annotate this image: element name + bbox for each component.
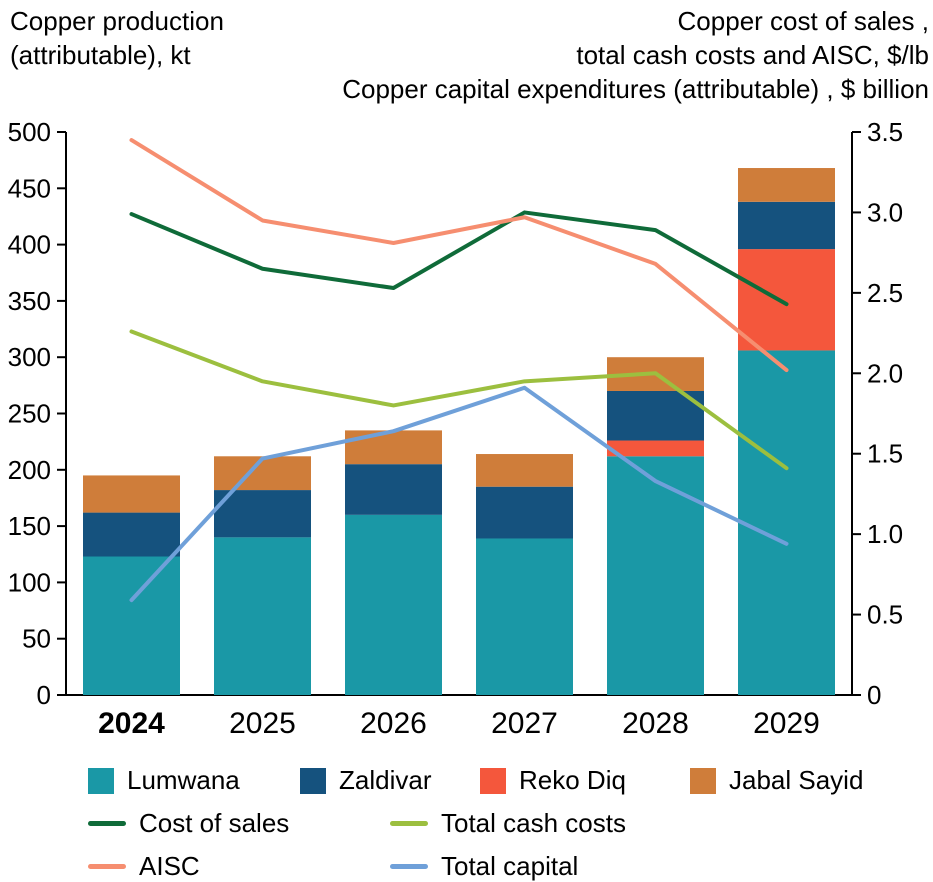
legend-label-total-capital: Total capital: [441, 851, 579, 881]
bar-segment-lumwana-2029: [738, 350, 835, 695]
left-axis-tick-label-250: 250: [8, 399, 51, 429]
left-axis-tick-label-400: 400: [8, 230, 51, 260]
right-axis-tick-label-1.5: 1.5: [867, 439, 903, 469]
bar-segment-zaldivar-2027: [476, 486, 573, 539]
left-axis-title-line1: Copper production: [10, 6, 224, 36]
legend-swatch-lumwana: [88, 767, 114, 794]
x-axis-label-2029: 2029: [753, 707, 820, 740]
left-axis-tick-label-350: 350: [8, 286, 51, 316]
legend-label-jabal-sayid: Jabal Sayid: [729, 765, 864, 795]
legend-label-aisc: AISC: [139, 851, 200, 881]
right-axis-title-line3: Copper capital expenditures (attributabl…: [342, 74, 929, 104]
right-axis-tick-label-0: 0: [867, 680, 881, 710]
legend-label-zaldivar: Zaldivar: [339, 765, 432, 795]
legend-label-cost-of-sales: Cost of sales: [139, 808, 290, 838]
right-axis-tick-label-3.0: 3.0: [867, 197, 903, 227]
bar-segment-reko-diq-2028: [607, 440, 704, 457]
legend-item-zaldivar: Zaldivar: [300, 765, 480, 796]
bar-segment-lumwana-2027: [476, 538, 573, 695]
legend: Lumwana Zaldivar Reko Diq Jabal Sayid Co…: [0, 765, 933, 882]
legend-label-lumwana: Lumwana: [127, 765, 240, 795]
bar-segment-jabal-sayid-2029: [738, 168, 835, 202]
left-axis-title-line2: (attributable), kt: [10, 40, 191, 70]
line-aisc: [129, 138, 789, 373]
bar-segment-zaldivar-2025: [214, 490, 311, 538]
right-axis-title-line2: total cash costs and AISC, $/lb: [576, 40, 929, 70]
bar-segment-zaldivar-2026: [345, 464, 442, 515]
x-axis-label-2028: 2028: [622, 707, 689, 740]
bar-segment-jabal-sayid-2025: [214, 456, 311, 491]
chart-svg: 0 50 100 150 200 250 300 350 400 450 500 0 0.5 1.0 1.5…: [8, 117, 904, 740]
left-axis-tick-label-500: 500: [8, 117, 51, 147]
legend-item-total-cash-costs: Total cash costs: [390, 808, 933, 839]
line-total-cash-costs: [129, 329, 789, 471]
left-axis-tick-label-100: 100: [8, 567, 51, 597]
x-axis-label-2025: 2025: [229, 707, 296, 740]
left-axis-title: Copper production (attributable), kt: [10, 4, 224, 72]
legend-swatch-aisc: [88, 864, 126, 869]
bar-segment-lumwana-2025: [214, 537, 311, 695]
bar-segment-zaldivar-2028: [607, 390, 704, 441]
bar-segment-zaldivar-2024: [83, 512, 180, 557]
legend-row-lines-1: Cost of sales Total cash costs: [88, 808, 933, 839]
legend-item-cost-of-sales: Cost of sales: [88, 808, 390, 839]
right-axis-tick-label-1.0: 1.0: [867, 519, 903, 549]
left-axis-tick-label-300: 300: [8, 342, 51, 372]
left-axis-tick-label-450: 450: [8, 173, 51, 203]
legend-row-lines-2: AISC Total capital: [88, 851, 933, 882]
x-axis-label-2027: 2027: [491, 707, 558, 740]
line-cost-of-sales: [129, 210, 789, 307]
bar-segment-jabal-sayid-2026: [345, 430, 442, 465]
bar-segment-reko-diq-2029: [738, 249, 835, 351]
legend-swatch-zaldivar: [300, 767, 326, 794]
right-axis-tick-label-2.5: 2.5: [867, 278, 903, 308]
bar-segment-lumwana-2024: [83, 556, 180, 695]
legend-item-total-capital: Total capital: [390, 851, 933, 882]
legend-swatch-reko-diq: [480, 767, 506, 794]
right-axis-tick-label-0.5: 0.5: [867, 600, 903, 630]
left-axis-tick-label-0: 0: [37, 680, 51, 710]
line-total-capital: [129, 385, 789, 603]
right-axis-tick-label-2.0: 2.0: [867, 358, 903, 388]
legend-label-reko-diq: Reko Diq: [519, 765, 626, 795]
legend-item-lumwana: Lumwana: [88, 765, 300, 796]
legend-label-total-cash-costs: Total cash costs: [441, 808, 626, 838]
legend-item-aisc: AISC: [88, 851, 390, 882]
x-axis-label-2024: 2024: [98, 707, 165, 740]
legend-item-jabal-sayid: Jabal Sayid: [690, 765, 933, 796]
left-axis-tick-label-50: 50: [22, 624, 51, 654]
legend-swatch-total-capital: [390, 864, 428, 869]
right-axis-title-line1: Copper cost of sales ,: [677, 6, 929, 36]
chart-titles: Copper production (attributable), kt Cop…: [0, 0, 933, 110]
right-axis-title: Copper cost of sales , total cash costs …: [342, 4, 929, 106]
bar-segment-jabal-sayid-2027: [476, 454, 573, 487]
legend-item-reko-diq: Reko Diq: [480, 765, 690, 796]
bar-segment-lumwana-2028: [607, 456, 704, 695]
left-axis-tick-label-150: 150: [8, 511, 51, 541]
x-axis-label-2026: 2026: [360, 707, 427, 740]
legend-swatch-total-cash-costs: [390, 821, 428, 826]
right-axis-tick-label-3.5: 3.5: [867, 117, 903, 147]
legend-swatch-cost-of-sales: [88, 821, 126, 826]
bar-segment-zaldivar-2029: [738, 201, 835, 250]
legend-row-bars: Lumwana Zaldivar Reko Diq Jabal Sayid: [88, 765, 933, 796]
legend-swatch-jabal-sayid: [690, 767, 716, 794]
bar-segment-lumwana-2026: [345, 514, 442, 695]
left-axis-tick-label-200: 200: [8, 455, 51, 485]
bar-segment-jabal-sayid-2024: [83, 475, 180, 513]
